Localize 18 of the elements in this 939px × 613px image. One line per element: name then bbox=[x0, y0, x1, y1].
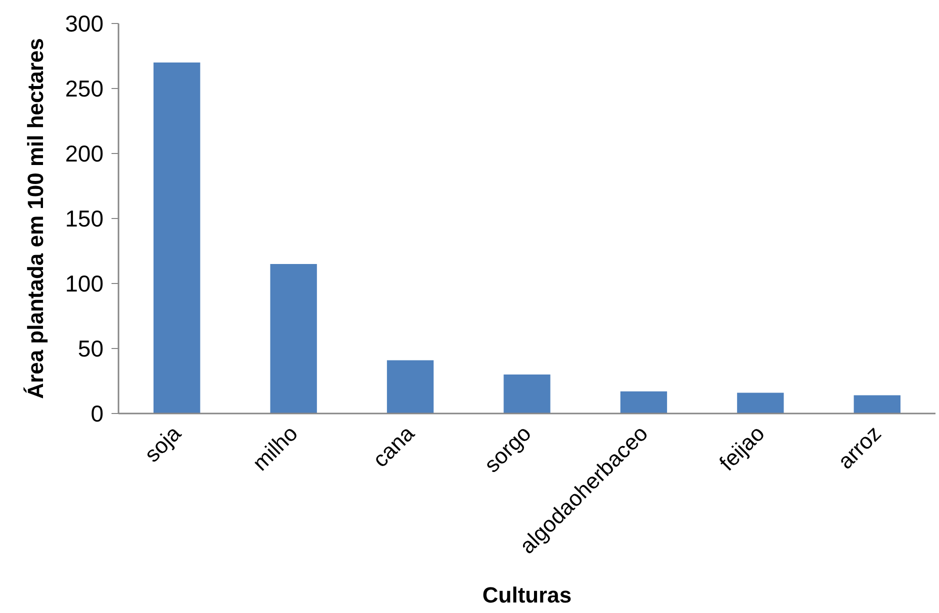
y-tick-label: 0 bbox=[90, 400, 104, 426]
bar bbox=[504, 374, 550, 414]
y-tick-label: 100 bbox=[65, 270, 104, 296]
y-tick-label: 150 bbox=[65, 206, 104, 232]
bar bbox=[737, 392, 784, 414]
y-tick-label: 50 bbox=[78, 336, 104, 362]
x-axis-title: Culturas bbox=[482, 582, 572, 608]
y-tick-label: 200 bbox=[65, 140, 104, 166]
bar bbox=[620, 391, 668, 414]
bar bbox=[854, 395, 900, 414]
bar bbox=[386, 360, 434, 414]
bar bbox=[270, 264, 317, 414]
x-tick-label: cana bbox=[368, 420, 420, 472]
x-tick-label: soja bbox=[139, 420, 186, 467]
bar bbox=[154, 62, 200, 414]
y-tick-label: 300 bbox=[65, 10, 104, 36]
y-tick-label: 250 bbox=[65, 76, 104, 102]
y-axis-title: Área plantada em 100 mil hectares bbox=[23, 38, 48, 399]
